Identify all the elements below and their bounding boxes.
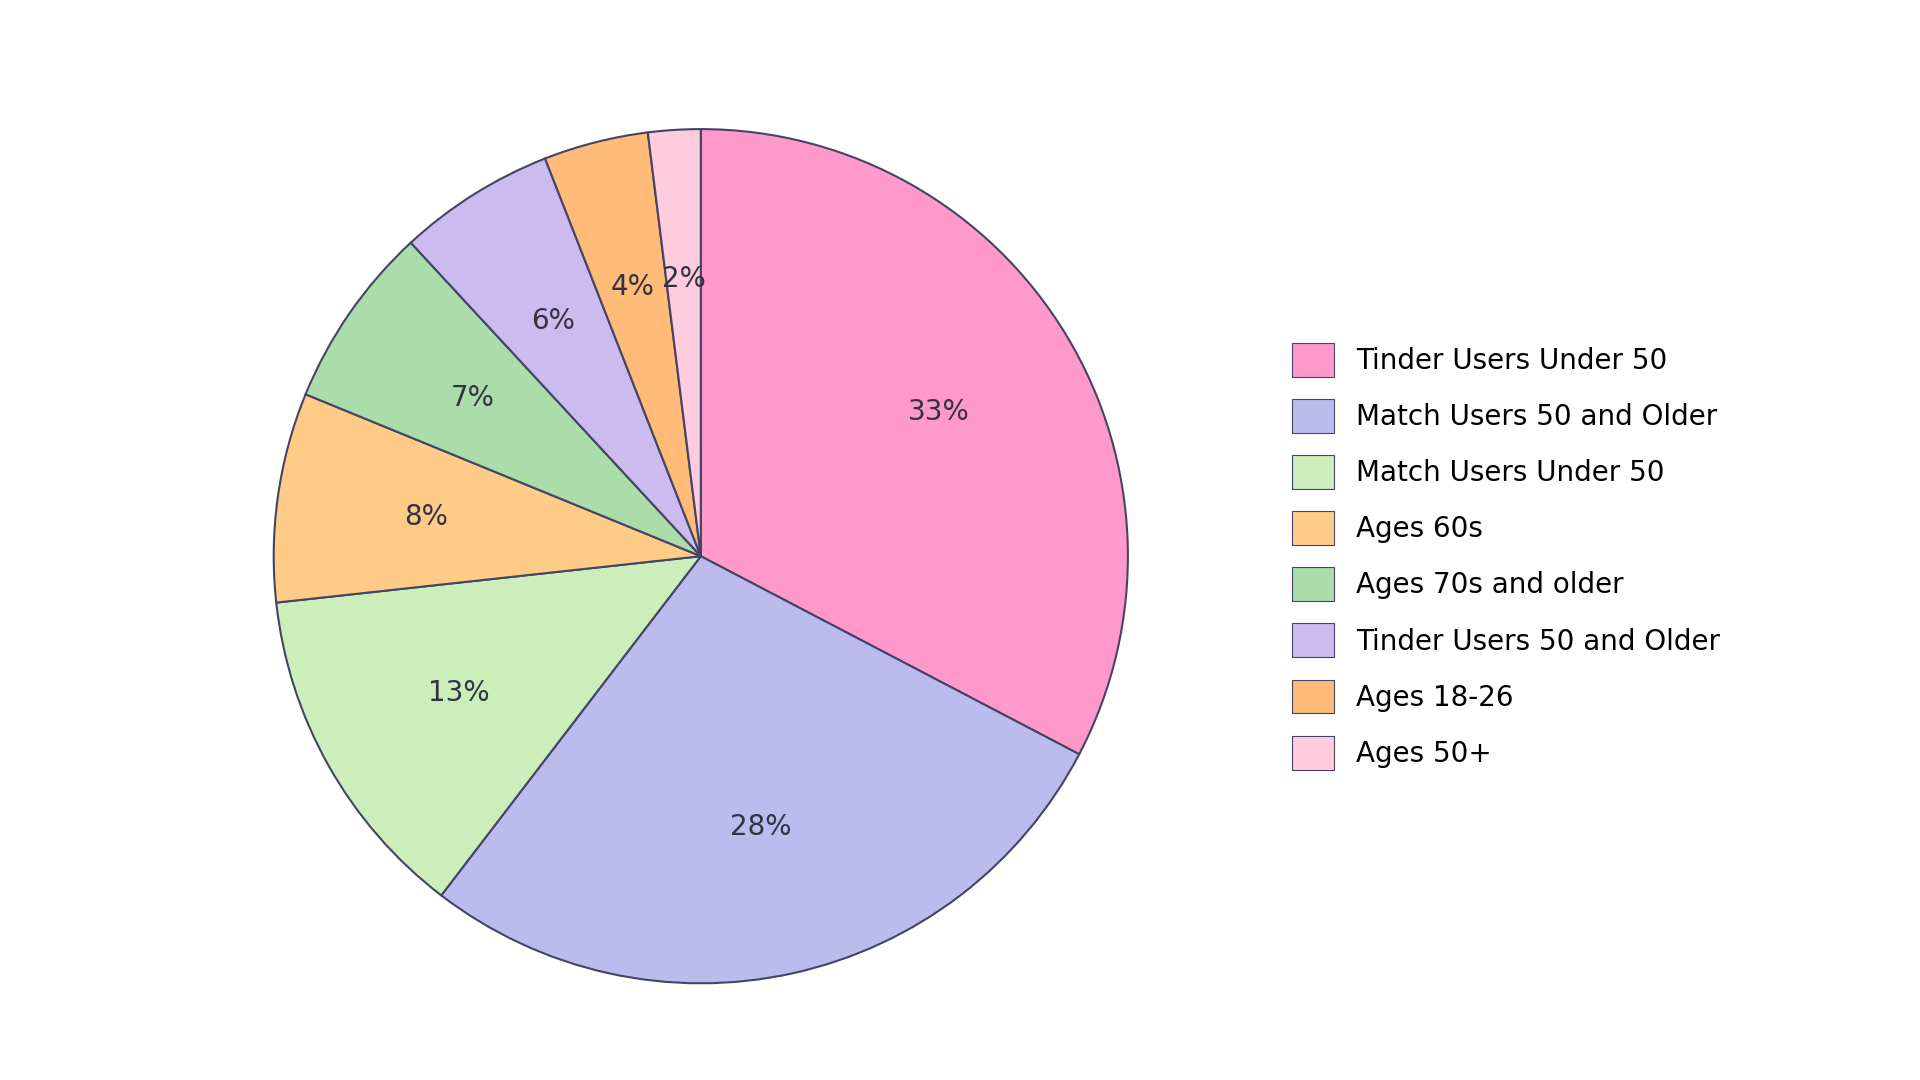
Wedge shape [305, 243, 701, 556]
Text: 2%: 2% [662, 265, 705, 293]
Wedge shape [701, 130, 1127, 754]
Text: 7%: 7% [451, 384, 495, 411]
Text: 28%: 28% [730, 813, 791, 841]
Wedge shape [647, 130, 701, 556]
Text: 8%: 8% [403, 503, 447, 531]
Wedge shape [442, 556, 1079, 983]
Wedge shape [411, 159, 701, 556]
Wedge shape [275, 394, 701, 603]
Wedge shape [276, 556, 701, 895]
Text: 4%: 4% [611, 273, 655, 301]
Text: 13%: 13% [428, 678, 490, 706]
Text: 33%: 33% [908, 399, 970, 427]
Wedge shape [545, 133, 701, 556]
Legend: Tinder Users Under 50, Match Users 50 and Older, Match Users Under 50, Ages 60s,: Tinder Users Under 50, Match Users 50 an… [1279, 329, 1734, 783]
Text: 6%: 6% [532, 307, 576, 335]
